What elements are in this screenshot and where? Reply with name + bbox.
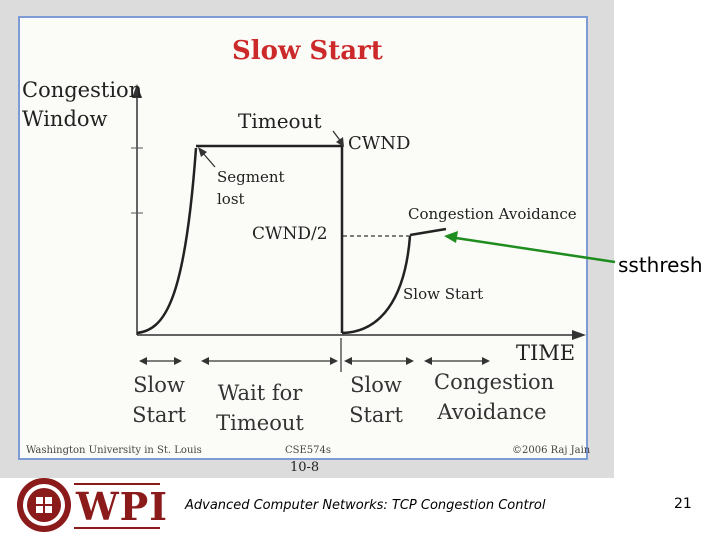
footer-title: Advanced Computer Networks: TCP Congesti… [185,498,546,513]
credit-right: ©2006 Raj Jain [512,445,591,456]
wpi-seal-logo [17,478,71,532]
credit-center: CSE574s [285,445,332,456]
phase-slow-start-1: Slow Start [130,370,188,430]
slide-page-label: 10-8 [290,460,320,475]
cwnd-annotation: CWND [348,133,411,154]
phase-wait-line1: Wait for [217,381,303,405]
phase-slow-start-2-line1: Slow [350,373,402,397]
phase-slow-start-1-line1: Slow [133,373,185,397]
phase-ca-line2: Avoidance [437,400,547,424]
phase-slow-start-2: Slow Start [346,370,406,430]
timeout-annotation: Timeout [238,109,322,133]
phase-slow-start-2-line2: Start [349,403,403,427]
timeout-arrowhead [336,137,344,147]
phase-congestion-avoidance: Congestion Avoidance [434,367,555,427]
congestion-avoidance-annotation: Congestion Avoidance [408,205,577,223]
segment-lost-arrow [201,151,216,168]
x-axis-label: TIME [516,341,576,365]
arrowhead [330,357,338,365]
slide-image [0,0,614,478]
wpi-logo-text: WPI [76,484,169,529]
cwnd-half-annotation: CWND/2 [252,224,328,244]
phase-wait-line2: Timeout [216,411,304,435]
y-axis-label: Congestion Window [22,76,142,134]
arrowhead [139,357,147,365]
ssthresh-arrow [455,236,616,264]
y-axis-arrow [132,84,142,98]
segment-lost-arrowhead [198,147,207,157]
slide-panel [18,16,588,460]
phase-wait-for-timeout: Wait for Timeout [214,378,306,438]
congestion-avoidance-line [409,227,447,237]
y-axis-label-line2: Window [22,107,108,131]
phase-ca-line1: Congestion [434,370,555,394]
arrowhead [344,357,352,365]
ssthresh-label: ssthresh [618,253,703,277]
arrowhead [424,357,432,365]
segment-lost-annotation: Segment lost [217,166,285,210]
slow-start-curve-1 [136,147,198,335]
arrowhead [201,357,209,365]
arrowhead [406,357,414,365]
segment-lost-line2: lost [217,190,245,208]
arrowhead [174,357,182,365]
page-number: 21 [674,496,692,512]
ssthresh-arrowhead [444,231,458,243]
slow-start-annotation: Slow Start [403,285,484,303]
segment-lost-line1: Segment [217,168,285,186]
arrowhead [482,357,490,365]
credit-left: Washington University in St. Louis [26,445,202,456]
x-axis-arrow [572,330,586,340]
y-axis-label-line1: Congestion [22,78,143,102]
slow-start-curve-2 [341,235,412,335]
slide-title: Slow Start [232,36,383,66]
phase-slow-start-1-line2: Start [132,403,186,427]
